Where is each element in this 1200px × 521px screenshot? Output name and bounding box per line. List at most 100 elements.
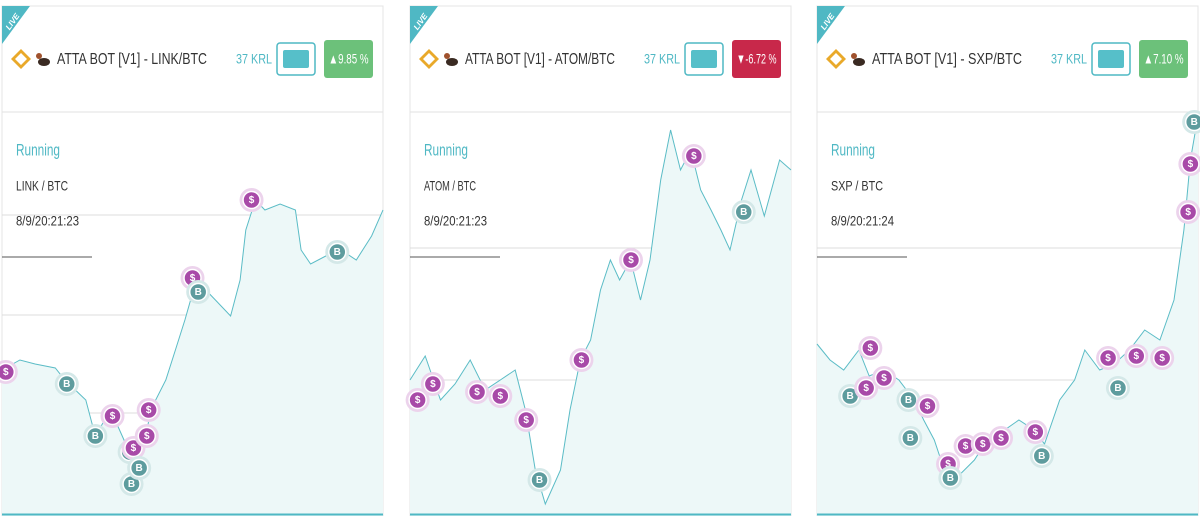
trade-label: $	[146, 405, 152, 416]
trade-label: $	[131, 443, 137, 454]
change-badge	[732, 40, 781, 78]
trade-label: $	[1185, 207, 1191, 218]
trade-label: B	[1114, 383, 1121, 394]
bot-title: ATTA BOT [V1] - ATOM/BTC	[465, 51, 615, 68]
trade-marker	[1152, 348, 1172, 368]
change-value: ▲9.85 %	[329, 51, 369, 67]
trade-marker	[734, 202, 754, 222]
trade-marker	[423, 374, 443, 394]
live-ribbon	[817, 6, 845, 44]
trade-label: $	[998, 433, 1004, 444]
trade-marker	[856, 378, 876, 398]
trade-label: $	[980, 439, 986, 450]
status: Running	[16, 140, 60, 159]
date: 8/9/20:21:23	[424, 213, 487, 229]
trade-label: $	[474, 387, 480, 398]
trade-label: $	[1188, 159, 1194, 170]
trade-marker	[991, 428, 1011, 448]
price-line	[409, 129, 792, 506]
trade-marker	[1098, 348, 1118, 368]
trade-marker	[1032, 446, 1052, 466]
trade-label: B	[136, 463, 143, 474]
trade-label: $	[579, 355, 585, 366]
trade-label: $	[691, 151, 697, 162]
trade-label: $	[190, 273, 196, 284]
bot-title: ATTA BOT [V1] - LINK/BTC	[57, 51, 207, 68]
ant-icon	[446, 58, 458, 66]
krl-amount: 37 KRL	[236, 51, 272, 67]
trade-label: $	[415, 395, 421, 406]
trade-label: $	[1159, 353, 1165, 364]
change-value: ▲7.10 %	[1144, 51, 1184, 67]
trade-marker	[1181, 154, 1200, 174]
live-ribbon	[410, 6, 438, 44]
bot-title: ATTA BOT [V1] - SXP/BTC	[872, 51, 1022, 68]
change-badge	[324, 40, 373, 78]
trade-label: $	[868, 343, 874, 354]
toggle-fill	[691, 50, 717, 68]
trade-label: $	[1105, 353, 1111, 364]
trade-label: B	[63, 379, 70, 390]
trade-marker	[467, 382, 487, 402]
trade-marker	[103, 406, 122, 426]
price-chart: B $ $ $ B $ B $ B $ $ $ $ B $ B $ $ $ $ B	[816, 110, 1200, 516]
trade-label: $	[144, 431, 150, 442]
trade-label: $	[1033, 427, 1039, 438]
trade-marker	[684, 146, 704, 166]
trade-marker	[86, 426, 105, 446]
pair: LINK / BTC	[16, 178, 68, 194]
date: 8/9/20:21:23	[16, 213, 79, 229]
trade-label: $	[925, 401, 931, 412]
ant-icon	[853, 58, 865, 66]
trade-marker	[1184, 112, 1200, 132]
change-value: ▼-6.72 %	[737, 51, 777, 67]
price-chart: $ $ $ $ $ B $ $ $ B	[405, 129, 792, 516]
trade-marker	[137, 426, 157, 446]
trade-label: $	[863, 383, 869, 394]
trade-marker	[861, 338, 880, 358]
trade-marker	[530, 470, 549, 490]
trade-label: $	[110, 411, 116, 422]
trade-label: B	[905, 395, 912, 406]
trade-marker	[408, 390, 427, 410]
trade-label: B	[907, 433, 914, 444]
trade-marker	[0, 362, 16, 382]
trade-marker	[188, 282, 208, 302]
exchange-icon	[419, 49, 439, 69]
krl-amount: 37 KRL	[644, 51, 680, 67]
trade-marker	[1108, 378, 1128, 398]
trade-marker	[918, 396, 937, 416]
status: Running	[424, 140, 468, 159]
live-ribbon	[2, 6, 30, 44]
trade-label: B	[128, 479, 135, 490]
trade-marker	[57, 374, 77, 394]
trade-label: B	[92, 431, 99, 442]
trade-label: $	[1133, 351, 1139, 362]
trade-label: B	[536, 475, 543, 486]
change-badge	[1139, 40, 1188, 78]
krl-amount: 37 KRL	[1051, 51, 1087, 67]
trade-marker	[621, 250, 641, 270]
trade-label: $	[945, 459, 951, 470]
ant-head	[36, 53, 42, 59]
trade-label: $	[498, 391, 504, 402]
trade-marker	[901, 428, 920, 448]
trade-label: $	[430, 379, 436, 390]
trade-label: $	[249, 195, 255, 206]
price-chart: $BB$B$BB$$$B$B	[0, 188, 384, 516]
trade-marker	[899, 390, 918, 410]
exchange-icon	[11, 49, 31, 69]
trade-label: B	[334, 247, 341, 258]
trade-marker	[139, 400, 158, 420]
trade-marker	[242, 190, 261, 210]
trade-marker	[1178, 202, 1198, 222]
trade-label: $	[628, 255, 634, 266]
pair: ATOM / BTC	[424, 178, 476, 194]
pair: SXP / BTC	[831, 178, 883, 194]
ant-icon	[38, 58, 50, 66]
ant-head	[851, 53, 857, 59]
